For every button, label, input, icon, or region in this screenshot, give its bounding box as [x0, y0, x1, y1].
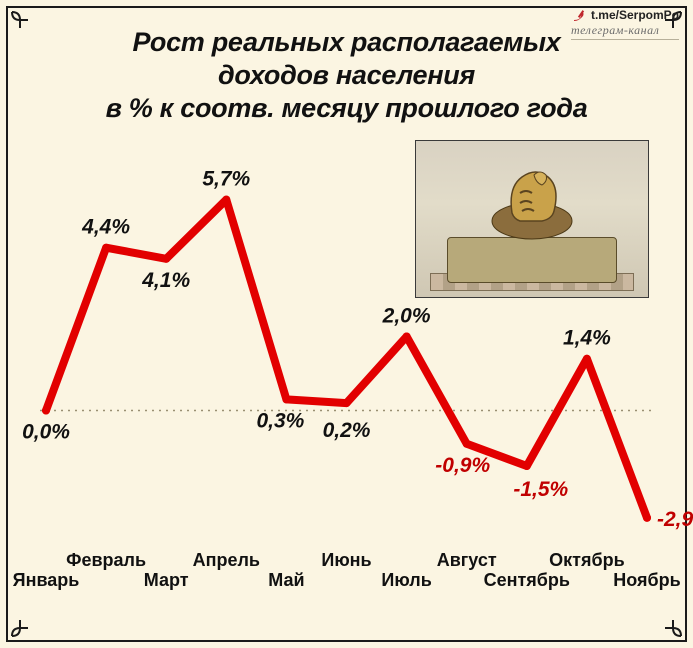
- x-tick-label: Сентябрь: [484, 570, 570, 590]
- data-label: 0,0%: [22, 421, 70, 444]
- title-line-2: доходов населения: [0, 59, 693, 92]
- title-line-3: в % к соотв. месяцу прошлого года: [0, 92, 693, 125]
- hammer-sickle-icon: [571, 8, 587, 24]
- watermark-link: t.me/SerpomPo: [591, 9, 679, 23]
- data-label: -0,9%: [435, 454, 490, 477]
- x-tick-label: Февраль: [66, 550, 146, 570]
- data-label: 2,0%: [382, 305, 431, 328]
- x-tick-label: Август: [437, 550, 497, 570]
- x-tick-label: Май: [268, 570, 304, 590]
- data-point: [523, 462, 531, 470]
- x-tick-label: Апрель: [193, 550, 260, 570]
- x-tick-label: Январь: [13, 570, 80, 590]
- data-point: [282, 395, 290, 403]
- data-label: 0,3%: [256, 409, 304, 432]
- data-point: [222, 196, 230, 204]
- data-point: [643, 514, 651, 522]
- x-tick-label: Октябрь: [549, 550, 625, 570]
- x-tick-label: Март: [144, 570, 189, 590]
- data-label: 4,4%: [81, 216, 130, 239]
- x-tick-label: Июнь: [321, 550, 371, 570]
- data-point: [403, 333, 411, 341]
- data-point: [583, 355, 591, 363]
- data-point: [463, 440, 471, 448]
- data-label: 1,4%: [563, 327, 611, 350]
- data-point: [162, 255, 170, 263]
- data-point: [102, 244, 110, 252]
- data-label: 4,1%: [141, 269, 190, 292]
- chart-title: Рост реальных располагаемых доходов насе…: [0, 26, 693, 125]
- data-label: -2,9%: [657, 508, 693, 531]
- data-label: 5,7%: [202, 168, 250, 191]
- data-point: [343, 399, 351, 407]
- corner-ornament: [653, 608, 687, 642]
- data-label: -1,5%: [513, 478, 568, 501]
- data-point: [42, 407, 50, 415]
- corner-ornament: [6, 608, 40, 642]
- data-line: [46, 200, 647, 518]
- data-label: 0,2%: [323, 419, 371, 442]
- income-line-chart: 0,0%4,4%4,1%5,7%0,3%0,2%2,0%-0,9%-1,5%1,…: [32, 160, 661, 602]
- x-tick-label: Июль: [381, 570, 431, 590]
- x-tick-label: Ноябрь: [613, 570, 680, 590]
- title-line-1: Рост реальных располагаемых: [0, 26, 693, 59]
